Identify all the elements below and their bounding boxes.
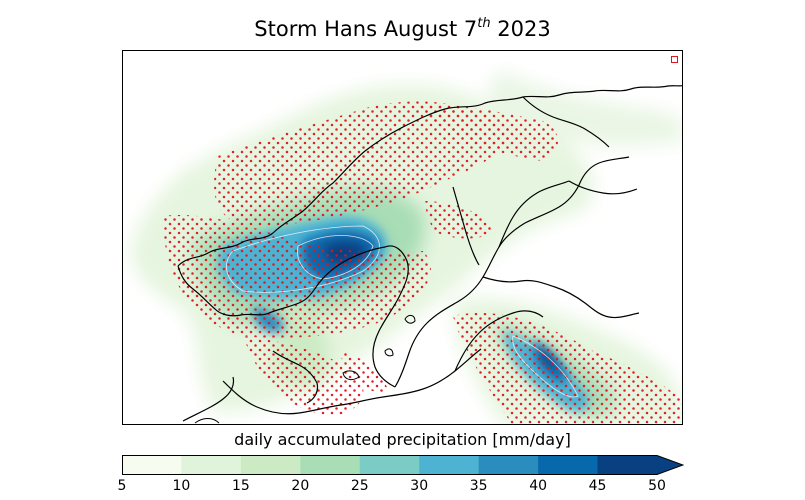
colorbar-segment (478, 455, 539, 475)
colorbar-tick-label: 35 (469, 478, 488, 494)
colorbar-graphic (122, 455, 685, 475)
colorbar-tick-label: 10 (172, 478, 191, 494)
colorbar-segment (359, 455, 420, 475)
map-title: Storm Hans August 7th 2023 (0, 16, 805, 41)
colorbar (122, 455, 685, 475)
colorbar-segment (538, 455, 599, 475)
colorbar-segment (419, 455, 480, 475)
colorbar-segment (122, 455, 182, 475)
title-year: 2023 (490, 17, 551, 41)
colorbar-ticks: 5 10 15 20 25 30 35 40 45 50 (0, 478, 805, 496)
islands (194, 314, 416, 424)
map-panel (122, 50, 683, 425)
colorbar-tick-label: 30 (410, 478, 429, 494)
colorbar-segment (240, 455, 301, 475)
colorbar-tick-label: 15 (231, 478, 250, 494)
colorbar-tick-label: 5 (117, 478, 127, 494)
colorbar-extend-arrow (657, 455, 683, 475)
colorbar-segment (181, 455, 242, 475)
colorbar-label: daily accumulated precipitation [mm/day] (234, 430, 571, 449)
title-text: Storm Hans August 7 (254, 17, 478, 41)
significance-stippling (163, 101, 682, 424)
colorbar-tick-label: 50 (648, 478, 666, 494)
colorbar-tick-label: 25 (350, 478, 369, 494)
legend-marker-square (671, 56, 678, 63)
coastlines (177, 85, 682, 422)
colorbar-outline (122, 455, 685, 475)
precipitation-map (131, 71, 682, 424)
precip-contours (226, 225, 579, 398)
colorbar-segment (597, 455, 658, 475)
colorbar-segment (300, 455, 361, 475)
colorbar-tick-label: 20 (291, 478, 310, 494)
colorbar-tick-label: 40 (529, 478, 548, 494)
colorbar-tick-label: 45 (588, 478, 607, 494)
title-superscript: th (477, 16, 491, 31)
